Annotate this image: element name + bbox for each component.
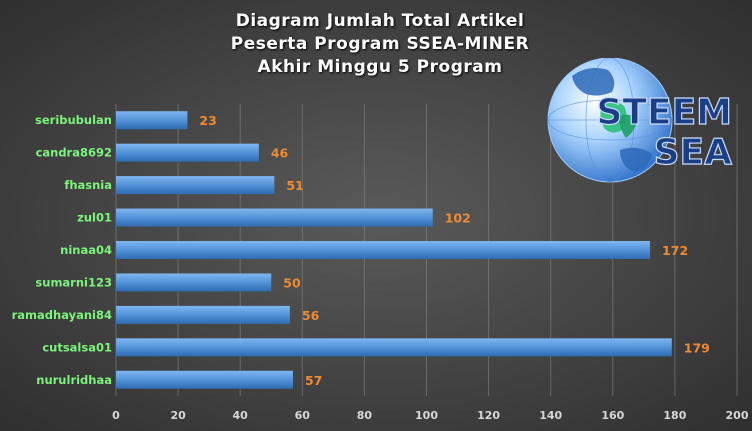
category-label: seribubulan [35, 113, 112, 127]
value-label: 172 [662, 243, 688, 258]
value-label: 51 [286, 178, 303, 193]
x-tick-label: 160 [601, 409, 624, 422]
value-label: 56 [302, 308, 320, 323]
value-label: 23 [199, 113, 216, 128]
logo-text-sea: SEA [654, 132, 733, 173]
bar-zul01 [116, 208, 433, 227]
category-label: nurulridhaa [36, 373, 112, 387]
globe-icon [547, 58, 673, 183]
value-label: 46 [271, 146, 289, 161]
value-label: 179 [684, 340, 710, 355]
x-tick-label: 180 [663, 409, 686, 422]
category-label: candra8692 [36, 146, 112, 160]
category-label: zul01 [77, 211, 112, 225]
category-label: ninaa04 [60, 243, 112, 257]
value-label: 50 [283, 275, 301, 290]
x-tick-label: 0 [112, 409, 120, 422]
category-label: cutsalsa01 [42, 340, 112, 354]
x-tick-label: 80 [357, 409, 373, 422]
bar-ninaa04 [116, 241, 651, 259]
bar-seribubulan [116, 111, 188, 130]
x-tick-label: 200 [726, 409, 749, 422]
value-label: 57 [305, 373, 322, 388]
chart-title: Diagram Jumlah Total Artikel Peserta Pro… [130, 10, 630, 79]
x-tick-label: 20 [170, 409, 186, 422]
category-label: ramadhayani84 [12, 308, 112, 322]
category-label: sumarni123 [35, 275, 112, 289]
steem-sea-logo: STEEM SEA [547, 58, 733, 183]
title-line-2: Peserta Program SSEA-MINER [230, 34, 530, 54]
x-tick-label: 140 [539, 409, 562, 422]
bar-cutsalsa01 [116, 338, 672, 357]
bar-sumarni123 [116, 273, 272, 292]
bar-candra8692 [116, 143, 259, 162]
x-tick-label: 40 [233, 409, 249, 422]
logo-text-steem: STEEM [597, 92, 733, 133]
x-tick-label: 100 [415, 409, 438, 422]
bar-fhasnia [116, 176, 275, 195]
x-tick-label: 60 [295, 409, 311, 422]
category-label: fhasnia [64, 178, 112, 192]
title-line-3: Akhir Minggu 5 Program [257, 57, 503, 77]
title-line-1: Diagram Jumlah Total Artikel [235, 11, 525, 31]
x-tick-label: 120 [477, 409, 500, 422]
value-label: 102 [445, 211, 471, 226]
bar-nurulridhaa [116, 370, 293, 389]
bar-ramadhayani84 [116, 305, 290, 324]
